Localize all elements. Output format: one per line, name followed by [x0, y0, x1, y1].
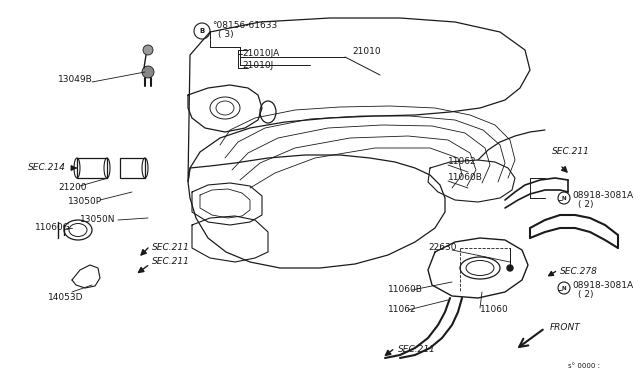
- Text: 08918-3081A: 08918-3081A: [572, 282, 633, 291]
- Text: SEC.211: SEC.211: [152, 244, 190, 253]
- Text: 11062: 11062: [448, 157, 477, 167]
- Text: 21010: 21010: [352, 48, 381, 57]
- Circle shape: [142, 66, 154, 78]
- Text: 21200: 21200: [58, 183, 86, 192]
- Text: ( 2): ( 2): [578, 201, 593, 209]
- Bar: [77, 158, 107, 178]
- Text: ( 3): ( 3): [218, 31, 234, 39]
- Text: N: N: [562, 196, 566, 201]
- Text: °08156-61633: °08156-61633: [212, 22, 277, 31]
- Text: 08918-3081A: 08918-3081A: [572, 192, 633, 201]
- Text: 22630: 22630: [428, 244, 456, 253]
- Text: SEC.211: SEC.211: [552, 148, 590, 157]
- Text: SEC.214: SEC.214: [28, 164, 66, 173]
- Text: 11060B: 11060B: [388, 285, 423, 295]
- Text: 11060G: 11060G: [35, 224, 71, 232]
- Text: N: N: [562, 285, 566, 291]
- Text: 11060B: 11060B: [448, 173, 483, 183]
- Text: ( 2): ( 2): [578, 291, 593, 299]
- Text: 14053D: 14053D: [48, 294, 83, 302]
- Text: B: B: [200, 28, 205, 34]
- Circle shape: [143, 45, 153, 55]
- Text: SEC.211: SEC.211: [398, 346, 436, 355]
- Text: 13050N: 13050N: [80, 215, 115, 224]
- Text: 21010JA: 21010JA: [242, 49, 279, 58]
- Text: 11060: 11060: [480, 305, 509, 314]
- Text: SEC.211: SEC.211: [152, 257, 190, 266]
- Bar: [120, 158, 145, 178]
- Text: FRONT: FRONT: [550, 324, 580, 333]
- Text: SEC.278: SEC.278: [560, 267, 598, 276]
- Text: 13050P: 13050P: [68, 198, 102, 206]
- Text: 11062: 11062: [388, 305, 417, 314]
- Text: s° 0000 :: s° 0000 :: [568, 363, 600, 369]
- Text: 21010J: 21010J: [242, 61, 273, 70]
- Text: 13049B: 13049B: [58, 76, 93, 84]
- Circle shape: [507, 265, 513, 271]
